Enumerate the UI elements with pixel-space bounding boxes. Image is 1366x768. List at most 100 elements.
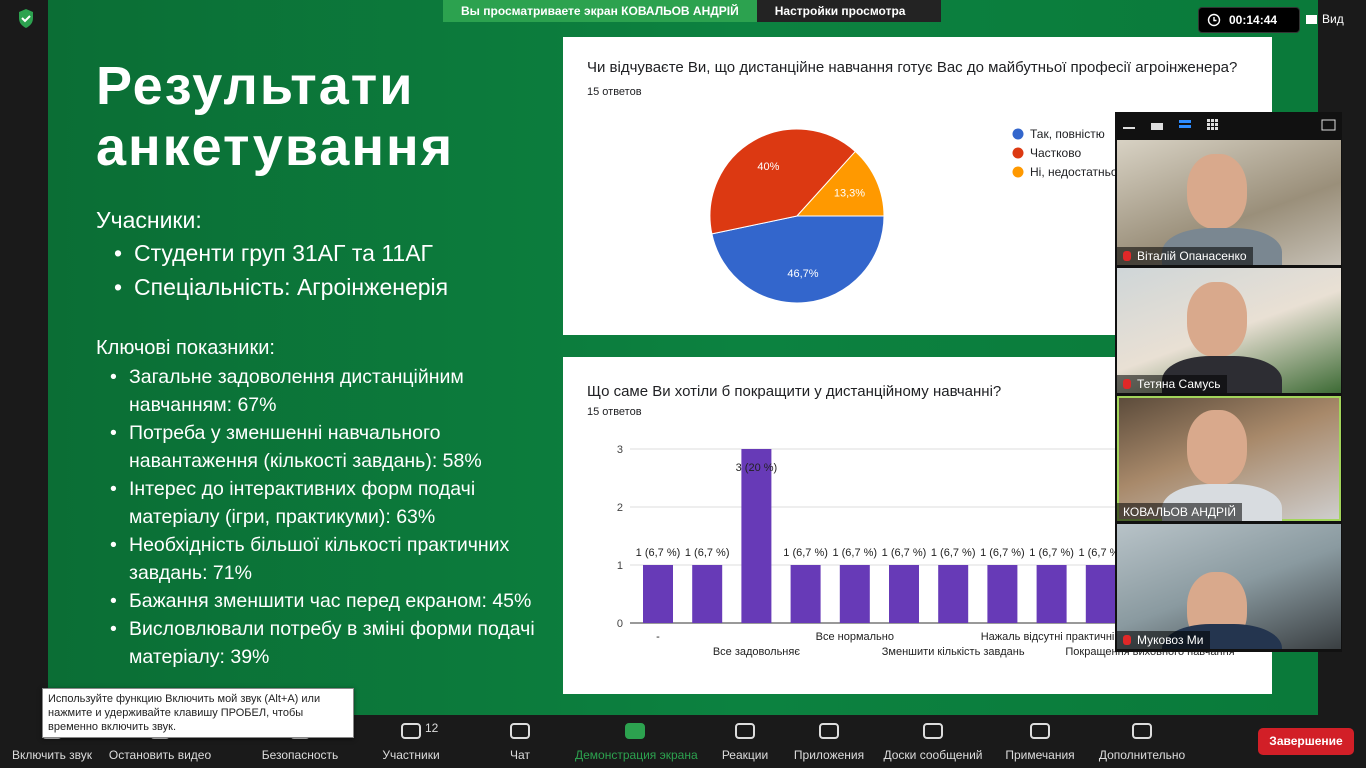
toolbar-button[interactable]: Демонстрация экрана [575, 715, 698, 768]
indicator-item: Інтерес до інтерактивних форм подачі мат… [96, 475, 549, 531]
toolbar-label: Демонстрация экрана [575, 748, 698, 762]
pie-slice [709, 128, 857, 235]
legend-label: Частково [1030, 146, 1081, 160]
x-tick-label: Все нормально [816, 631, 894, 643]
muted-icon [1123, 635, 1131, 645]
y-tick-label: 0 [617, 618, 623, 630]
bar [839, 565, 870, 623]
bar-value-label: 1 (6,7 %) [882, 547, 927, 559]
face [1187, 282, 1247, 357]
view-settings[interactable]: Настройки просмотра [756, 0, 942, 22]
toolbar-button[interactable]: Чат [460, 715, 580, 768]
toolbar-icon [510, 723, 530, 739]
legend-label: Ні, недостатньо [1030, 165, 1118, 179]
toolbar-label: Доски сообщений [883, 748, 983, 762]
timer-text: 00:14:44 [1229, 13, 1278, 27]
participants-count: 12 [425, 721, 439, 735]
indicator-item: Бажання зменшити час перед екраном: 45% [96, 587, 549, 615]
bar-value-label: 1 (6,7 %) [832, 547, 877, 559]
bar-value-label: 3 (20 %) [736, 462, 778, 474]
participant-name-text: Віталій Опанасенко [1137, 249, 1247, 263]
indicators-list: Загальне задоволення дистанційним навчан… [96, 363, 549, 671]
meeting-timer[interactable]: 00:14:44 [1198, 7, 1300, 33]
participant-name: КОВАЛЬОВ АНДРІЙ [1117, 503, 1242, 521]
chart-title: Що саме Ви хотіли б покращити у дистанці… [587, 383, 1001, 400]
toolbar-icon [923, 723, 943, 739]
x-tick-label: - [656, 631, 660, 643]
bar-value-label: 1 (6,7 %) [931, 547, 976, 559]
participant-item: Спеціальність: Агроінженерія [96, 270, 448, 304]
video-tile: КОВАЛЬОВ АНДРІЙ [1117, 396, 1341, 521]
sharing-text: Вы просматриваете экран КОВАЛЬОВ АНДРІЙ [443, 0, 757, 22]
toolbar-button[interactable]: Участники 12 [351, 715, 471, 768]
y-tick-label: 3 [617, 444, 623, 456]
bar [987, 565, 1018, 623]
pie-slice [711, 215, 885, 304]
toolbar-button[interactable]: Дополнительно [1082, 715, 1202, 768]
toolbar-button[interactable]: Доски сообщений [873, 715, 993, 768]
indicator-item: Загальне задоволення дистанційним навчан… [96, 363, 549, 419]
sharing-banner: Вы просматриваете экран КОВАЛЬОВ АНДРІЙ … [443, 0, 942, 22]
participant-name: Тетяна Самусь [1117, 375, 1227, 393]
bar-value-label: 1 (6,7 %) [980, 547, 1025, 559]
toolbar-label: Включить звук [11, 748, 93, 762]
participants-heading: Учасники: [96, 207, 202, 233]
slide-title: Результати анкетування [96, 56, 454, 178]
x-tick-label: Зменшити кількість завдань [882, 646, 1025, 658]
participants-list: Студенти груп 31АГ та 11АГСпеціальність:… [96, 236, 448, 304]
bar [692, 565, 723, 623]
participant-name: Муковоз Ми [1117, 631, 1210, 649]
chart-subtitle: 15 ответов [587, 86, 642, 98]
face [1187, 410, 1247, 485]
indicators-heading: Ключові показники: [96, 337, 275, 359]
y-tick-label: 1 [617, 560, 623, 572]
bar-value-label: 1 (6,7 %) [783, 547, 828, 559]
tooltip: Используйте функцию Включить мой звук (A… [42, 688, 354, 738]
y-tick-label: 2 [617, 502, 623, 514]
toolbar-button[interactable]: Реакции [685, 715, 805, 768]
participant-name-text: Муковоз Ми [1137, 633, 1204, 647]
toolbar-label: Остановить видео [108, 748, 212, 762]
bar [643, 565, 673, 623]
bar-value-label: 1 (6,7 %) [685, 547, 730, 559]
indicator-item: Необхідність більшої кількості практични… [96, 531, 549, 587]
video-panel: Віталій Опанасенко Тетяна Самусь КОВАЛЬОВ … [1115, 112, 1342, 652]
end-button[interactable]: Завершение [1258, 728, 1354, 755]
participant-name-text: КОВАЛЬОВ АНДРІЙ [1123, 505, 1236, 519]
chart-subtitle: 15 ответов [587, 406, 642, 418]
toolbar-label: Реакции [721, 748, 769, 762]
muted-icon [1123, 379, 1131, 389]
toolbar-icon [735, 723, 755, 739]
legend-label: Так, повністю [1030, 127, 1105, 141]
indicator-item: Потреба у зменшенні навчального навантаж… [96, 419, 549, 475]
bar [1036, 565, 1067, 623]
x-tick-label: Все задовольняє [713, 646, 800, 658]
slice-label: 40% [757, 161, 779, 173]
legend-swatch [1012, 128, 1024, 140]
video-tile: Тетяна Самусь [1117, 268, 1341, 393]
bar [889, 565, 919, 623]
bar [938, 565, 969, 623]
toolbar-label: Дополнительно [1098, 748, 1186, 762]
chart-title: Чи відчуваєте Ви, що дистанційне навчанн… [587, 59, 1237, 76]
title-line: Результати [96, 56, 415, 116]
toolbar-button[interactable]: Примечания [980, 715, 1100, 768]
legend-swatch [1012, 147, 1024, 159]
x-tick-label: Нажаль відсутні практичні з [981, 631, 1123, 643]
toolbar-button[interactable]: Приложения [769, 715, 889, 768]
participant-name: Віталій Опанасенко [1117, 247, 1253, 265]
face [1187, 154, 1247, 229]
participant-item: Студенти груп 31АГ та 11АГ [96, 236, 448, 270]
pie-slice [795, 150, 885, 217]
view-text: Вид [1322, 12, 1344, 26]
slice-label: 13,3% [834, 188, 865, 200]
view-button[interactable]: Вид [1306, 7, 1344, 31]
bar-value-label: 1 (6,7 %) [1078, 547, 1123, 559]
bar-value-label: 1 (6,7 %) [636, 547, 681, 559]
indicator-item: Висловлювали потребу в зміні форми подач… [96, 615, 549, 671]
bar [790, 565, 821, 623]
participant-name-text: Тетяна Самусь [1137, 377, 1221, 391]
slice-label: 46,7% [787, 268, 818, 280]
toolbar-icon [401, 723, 421, 739]
